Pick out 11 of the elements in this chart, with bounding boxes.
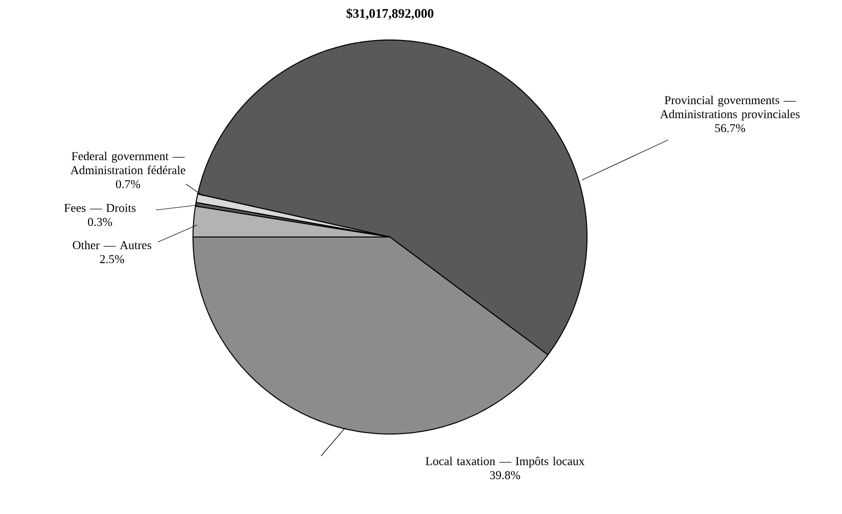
slice-label: Local taxation — Impôts locaux [426,456,585,468]
slice-label: Federal government — Administration fédérale [70,152,186,174]
data-label: 0.3% [88,218,112,226]
data-label: 2.5% [100,255,124,264]
data-label: 56.7% [715,124,746,132]
slice-label: Provincial governments — Administrations provinciales [660,96,800,121]
chart-title: $31,017,892,000 [346,8,434,20]
data-label: 39.8% [490,471,520,480]
data-label: 0.7% [116,180,140,188]
slice-label: Other — Autres [72,240,152,250]
legend-label: Fees — Droits [64,204,136,212]
